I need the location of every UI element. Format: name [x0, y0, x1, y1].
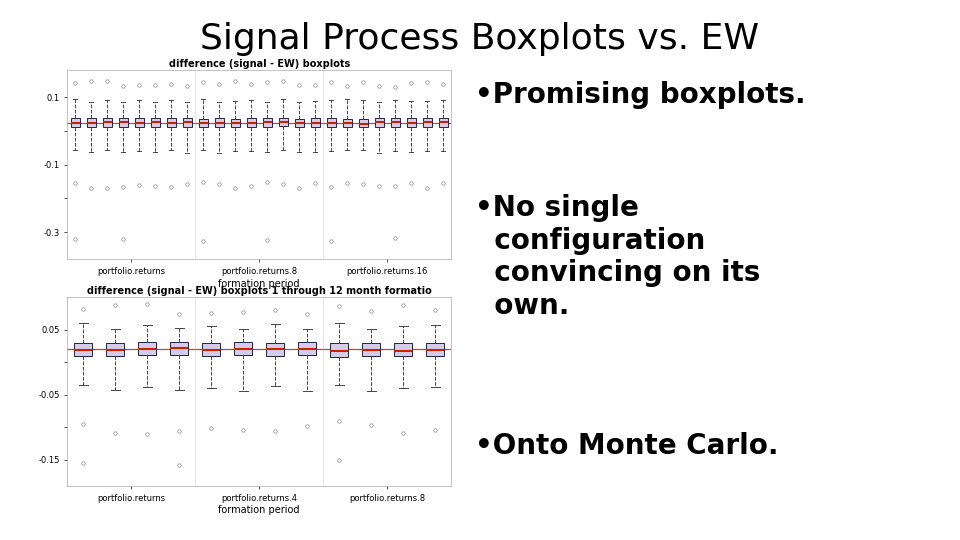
PathPatch shape — [359, 119, 368, 127]
PathPatch shape — [103, 118, 111, 127]
PathPatch shape — [215, 118, 224, 127]
Text: •No single
  configuration
  convincing on its
  own.: •No single configuration convincing on i… — [475, 194, 760, 320]
PathPatch shape — [247, 118, 255, 127]
PathPatch shape — [439, 118, 447, 127]
Title: difference (signal - EW) boxplots 1 through 12 month formatio: difference (signal - EW) boxplots 1 thro… — [86, 286, 432, 296]
PathPatch shape — [263, 118, 272, 127]
X-axis label: formation period: formation period — [219, 279, 300, 288]
PathPatch shape — [203, 343, 220, 356]
PathPatch shape — [299, 342, 316, 355]
PathPatch shape — [134, 118, 144, 127]
PathPatch shape — [266, 343, 284, 356]
PathPatch shape — [295, 119, 303, 127]
PathPatch shape — [199, 119, 207, 127]
Title: difference (signal - EW) boxplots: difference (signal - EW) boxplots — [169, 59, 349, 70]
X-axis label: formation period: formation period — [219, 505, 300, 515]
PathPatch shape — [426, 343, 444, 356]
Text: •Promising boxplots.: •Promising boxplots. — [475, 81, 805, 109]
PathPatch shape — [391, 118, 399, 126]
PathPatch shape — [182, 118, 192, 127]
PathPatch shape — [234, 342, 252, 355]
PathPatch shape — [167, 118, 176, 127]
PathPatch shape — [119, 118, 128, 126]
PathPatch shape — [343, 119, 351, 127]
PathPatch shape — [407, 118, 416, 127]
PathPatch shape — [326, 118, 336, 127]
PathPatch shape — [278, 118, 288, 126]
PathPatch shape — [171, 342, 188, 355]
PathPatch shape — [230, 118, 240, 127]
Text: Signal Process Boxplots vs. EW: Signal Process Boxplots vs. EW — [201, 22, 759, 56]
PathPatch shape — [71, 118, 80, 127]
PathPatch shape — [86, 118, 96, 127]
PathPatch shape — [75, 343, 92, 356]
PathPatch shape — [422, 118, 432, 126]
Text: •Onto Monte Carlo.: •Onto Monte Carlo. — [475, 432, 779, 460]
PathPatch shape — [395, 343, 412, 356]
PathPatch shape — [330, 343, 348, 356]
PathPatch shape — [138, 342, 156, 355]
PathPatch shape — [151, 118, 159, 127]
PathPatch shape — [107, 343, 124, 356]
PathPatch shape — [362, 343, 380, 356]
PathPatch shape — [311, 118, 320, 127]
PathPatch shape — [374, 118, 384, 126]
